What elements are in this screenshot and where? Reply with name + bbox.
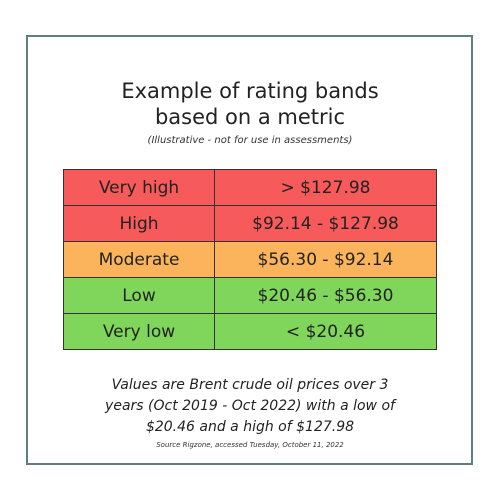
title-line-1: Example of rating bands (121, 79, 379, 103)
caption-line-2: years (Oct 2019 - Oct 2022) with a low o… (105, 398, 395, 414)
page-title: Example of rating bands based on a metri… (0, 78, 500, 130)
title-line-2: based on a metric (154, 105, 346, 129)
rating-bands-table: Very high > $127.98 High $92.14 - $127.9… (63, 169, 437, 350)
band-label: Very low (63, 313, 215, 350)
band-row-moderate: Moderate $56.30 - $92.14 (63, 241, 437, 278)
band-label: Low (63, 277, 215, 314)
caption-line-1: Values are Brent crude oil prices over 3 (111, 377, 389, 393)
band-label: High (63, 205, 215, 242)
band-label: Moderate (63, 241, 215, 278)
band-range: > $127.98 (214, 169, 437, 206)
band-row-high: High $92.14 - $127.98 (63, 205, 437, 242)
band-range: $20.46 - $56.30 (214, 277, 437, 314)
caption-line-3: $20.46 and a high of $127.98 (145, 419, 355, 435)
band-label: Very high (63, 169, 215, 206)
source-note: Source Rigzone, accessed Tuesday, Octobe… (156, 441, 344, 449)
band-range: $56.30 - $92.14 (214, 241, 437, 278)
band-range: $92.14 - $127.98 (214, 205, 437, 242)
band-row-very-high: Very high > $127.98 (63, 169, 437, 206)
band-range: < $20.46 (214, 313, 437, 350)
subtitle: (Illustrative - not for use in assessmen… (147, 135, 353, 146)
caption: Values are Brent crude oil prices over 3… (0, 375, 500, 438)
band-row-very-low: Very low < $20.46 (63, 313, 437, 350)
band-row-low: Low $20.46 - $56.30 (63, 277, 437, 314)
frame-border (26, 35, 473, 465)
